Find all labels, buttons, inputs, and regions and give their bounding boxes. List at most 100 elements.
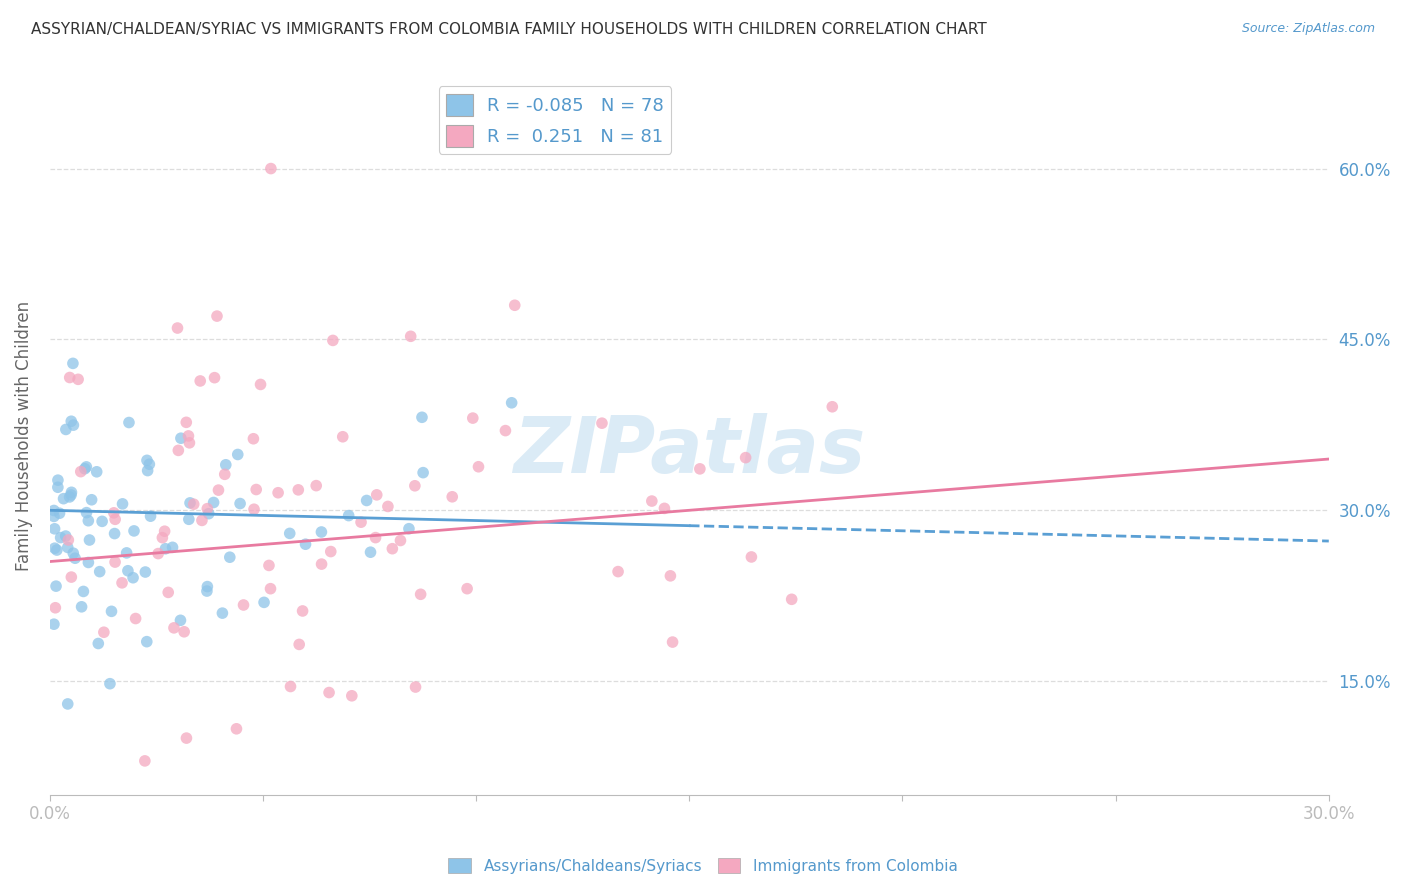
Point: [364, 531, 387, 545]
Point: [654, 501, 676, 516]
Point: [360, 545, 382, 559]
Point: [356, 493, 378, 508]
Point: [56, 697, 79, 711]
Point: [242, 432, 264, 446]
Point: [46, 473, 69, 487]
Point: [86, 465, 108, 479]
Point: [80, 492, 103, 507]
Point: [214, 467, 236, 482]
Point: [195, 501, 218, 516]
Point: [311, 524, 333, 539]
Point: [163, 621, 186, 635]
Point: [734, 450, 756, 465]
Point: [70, 599, 93, 614]
Point: [76, 506, 98, 520]
Point: [134, 754, 156, 768]
Point: [67, 372, 90, 386]
Legend: R = -0.085   N = 78, R =  0.251   N = 81: R = -0.085 N = 78, R = 0.251 N = 81: [439, 87, 671, 154]
Point: [287, 483, 309, 497]
Point: [139, 509, 162, 524]
Point: [229, 497, 252, 511]
Text: Source: ZipAtlas.com: Source: ZipAtlas.com: [1241, 22, 1375, 36]
Point: [337, 508, 360, 523]
Point: [291, 604, 314, 618]
Point: [77, 514, 100, 528]
Point: [225, 722, 247, 736]
Point: [58, 490, 80, 504]
Point: [103, 506, 125, 520]
Point: [280, 680, 302, 694]
Point: [55, 529, 77, 543]
Point: [72, 584, 94, 599]
Point: [191, 513, 214, 527]
Point: [409, 587, 432, 601]
Point: [55, 422, 77, 436]
Point: [44, 600, 66, 615]
Point: [177, 512, 200, 526]
Point: [207, 483, 229, 497]
Point: [135, 634, 157, 648]
Point: [260, 161, 283, 176]
Point: [91, 514, 114, 528]
Point: [204, 370, 226, 384]
Point: [243, 502, 266, 516]
Point: [176, 731, 198, 745]
Point: [311, 557, 333, 571]
Point: [305, 478, 328, 492]
Point: [405, 680, 427, 694]
Point: [93, 625, 115, 640]
Point: [202, 495, 225, 509]
Point: [332, 430, 354, 444]
Point: [340, 689, 363, 703]
Point: [42, 617, 65, 632]
Point: [162, 541, 184, 555]
Point: [122, 524, 145, 538]
Point: [44, 522, 66, 536]
Point: [399, 329, 422, 343]
Point: [319, 544, 342, 558]
Point: [278, 526, 301, 541]
Point: [607, 565, 630, 579]
Point: [211, 606, 233, 620]
Point: [60, 570, 83, 584]
Point: [322, 334, 344, 348]
Point: [173, 624, 195, 639]
Point: [134, 565, 156, 579]
Point: [456, 582, 478, 596]
Point: [366, 488, 388, 502]
Point: [267, 485, 290, 500]
Point: [153, 524, 176, 539]
Legend: Assyrians/Chaldeans/Syriacs, Immigrants from Colombia: Assyrians/Chaldeans/Syriacs, Immigrants …: [443, 852, 963, 880]
Point: [46, 480, 69, 494]
Point: [689, 462, 711, 476]
Point: [294, 537, 316, 551]
Point: [122, 571, 145, 585]
Point: [75, 459, 97, 474]
Point: [257, 558, 280, 573]
Point: [44, 541, 66, 556]
Point: [117, 564, 139, 578]
Point: [245, 483, 267, 497]
Point: [404, 479, 426, 493]
Point: [591, 416, 613, 430]
Point: [69, 465, 91, 479]
Text: ASSYRIAN/CHALDEAN/SYRIAC VS IMMIGRANTS FROM COLOMBIA FAMILY HOUSEHOLDS WITH CHIL: ASSYRIAN/CHALDEAN/SYRIAC VS IMMIGRANTS F…: [31, 22, 987, 37]
Point: [205, 309, 228, 323]
Point: [60, 485, 83, 500]
Point: [166, 321, 188, 335]
Point: [87, 636, 110, 650]
Point: [136, 453, 159, 467]
Point: [62, 418, 84, 433]
Point: [411, 410, 433, 425]
Point: [56, 541, 79, 555]
Point: [740, 549, 762, 564]
Text: ZIPatlas: ZIPatlas: [513, 413, 865, 489]
Point: [48, 506, 70, 520]
Point: [59, 370, 82, 384]
Point: [253, 595, 276, 609]
Point: [398, 522, 420, 536]
Point: [318, 685, 340, 699]
Point: [441, 490, 464, 504]
Point: [780, 592, 803, 607]
Point: [52, 491, 75, 506]
